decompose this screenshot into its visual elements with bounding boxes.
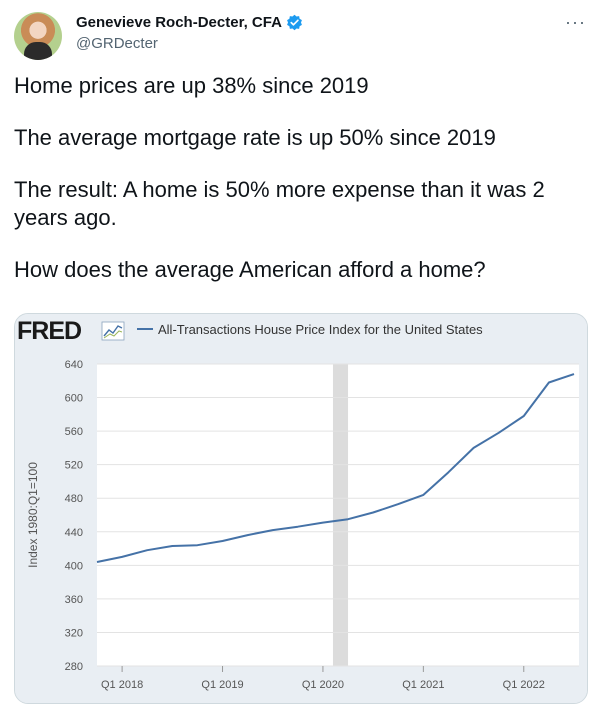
y-tick-label: 560 bbox=[65, 426, 83, 438]
avatar[interactable] bbox=[14, 12, 62, 60]
y-tick-label: 480 bbox=[65, 493, 83, 505]
data-series bbox=[96, 373, 575, 563]
x-tick-label: Q1 2018 bbox=[101, 679, 143, 691]
y-tick-label: 280 bbox=[65, 661, 83, 673]
y-tick-label: 640 bbox=[65, 359, 83, 371]
chart-image[interactable]: FRED All-Transactions House Price Index … bbox=[14, 313, 588, 704]
y-tick-labels: 640 600 560 520 480 440 400 360 320 280 bbox=[65, 359, 83, 673]
y-axis-label: Index 1980:Q1=100 bbox=[26, 462, 40, 568]
legend-label: All-Transactions House Price Index for t… bbox=[158, 322, 483, 337]
y-tick-label: 360 bbox=[65, 594, 83, 606]
tweet-paragraph: How does the average American afford a h… bbox=[14, 257, 486, 282]
recession-shading bbox=[332, 364, 349, 666]
y-tick-label: 440 bbox=[65, 527, 83, 539]
recession-band bbox=[332, 364, 349, 666]
y-tick-label: 520 bbox=[65, 460, 83, 472]
x-tick-labels: Q1 2018 Q1 2019 Q1 2020 Q1 2021 Q1 2022 bbox=[101, 666, 545, 691]
tweet-paragraph: The result: A home is 50% more expense t… bbox=[14, 177, 545, 230]
fred-logo-graph-icon bbox=[101, 321, 125, 341]
y-tick-label: 320 bbox=[65, 627, 83, 639]
fred-logo: FRED bbox=[17, 317, 81, 345]
tweet-paragraph: Home prices are up 38% since 2019 bbox=[14, 73, 369, 98]
avatar-figure bbox=[24, 42, 52, 60]
tweet-text: Home prices are up 38% since 2019 The av… bbox=[14, 72, 590, 308]
x-tick-label: Q1 2019 bbox=[201, 679, 243, 691]
author-name[interactable]: Genevieve Roch-Decter, CFA bbox=[76, 14, 282, 31]
tweet-paragraph: The average mortgage rate is up 50% sinc… bbox=[14, 125, 496, 150]
name-row: Genevieve Roch-Decter, CFA bbox=[76, 14, 303, 31]
author-handle[interactable]: @GRDecter bbox=[76, 35, 158, 52]
series-line bbox=[96, 373, 575, 563]
x-tick-label: Q1 2020 bbox=[302, 679, 344, 691]
y-tick-label: 600 bbox=[65, 393, 83, 405]
y-tick-label: 400 bbox=[65, 560, 83, 572]
gridlines bbox=[97, 363, 579, 667]
more-options-icon[interactable]: ··· bbox=[565, 12, 586, 32]
verified-badge-icon bbox=[287, 14, 302, 31]
tweet-header: Genevieve Roch-Decter, CFA @GRDecter ··· bbox=[14, 12, 586, 62]
fred-chart: FRED All-Transactions House Price Index … bbox=[15, 314, 587, 703]
x-tick-label: Q1 2022 bbox=[503, 679, 545, 691]
x-tick-label: Q1 2021 bbox=[402, 679, 444, 691]
